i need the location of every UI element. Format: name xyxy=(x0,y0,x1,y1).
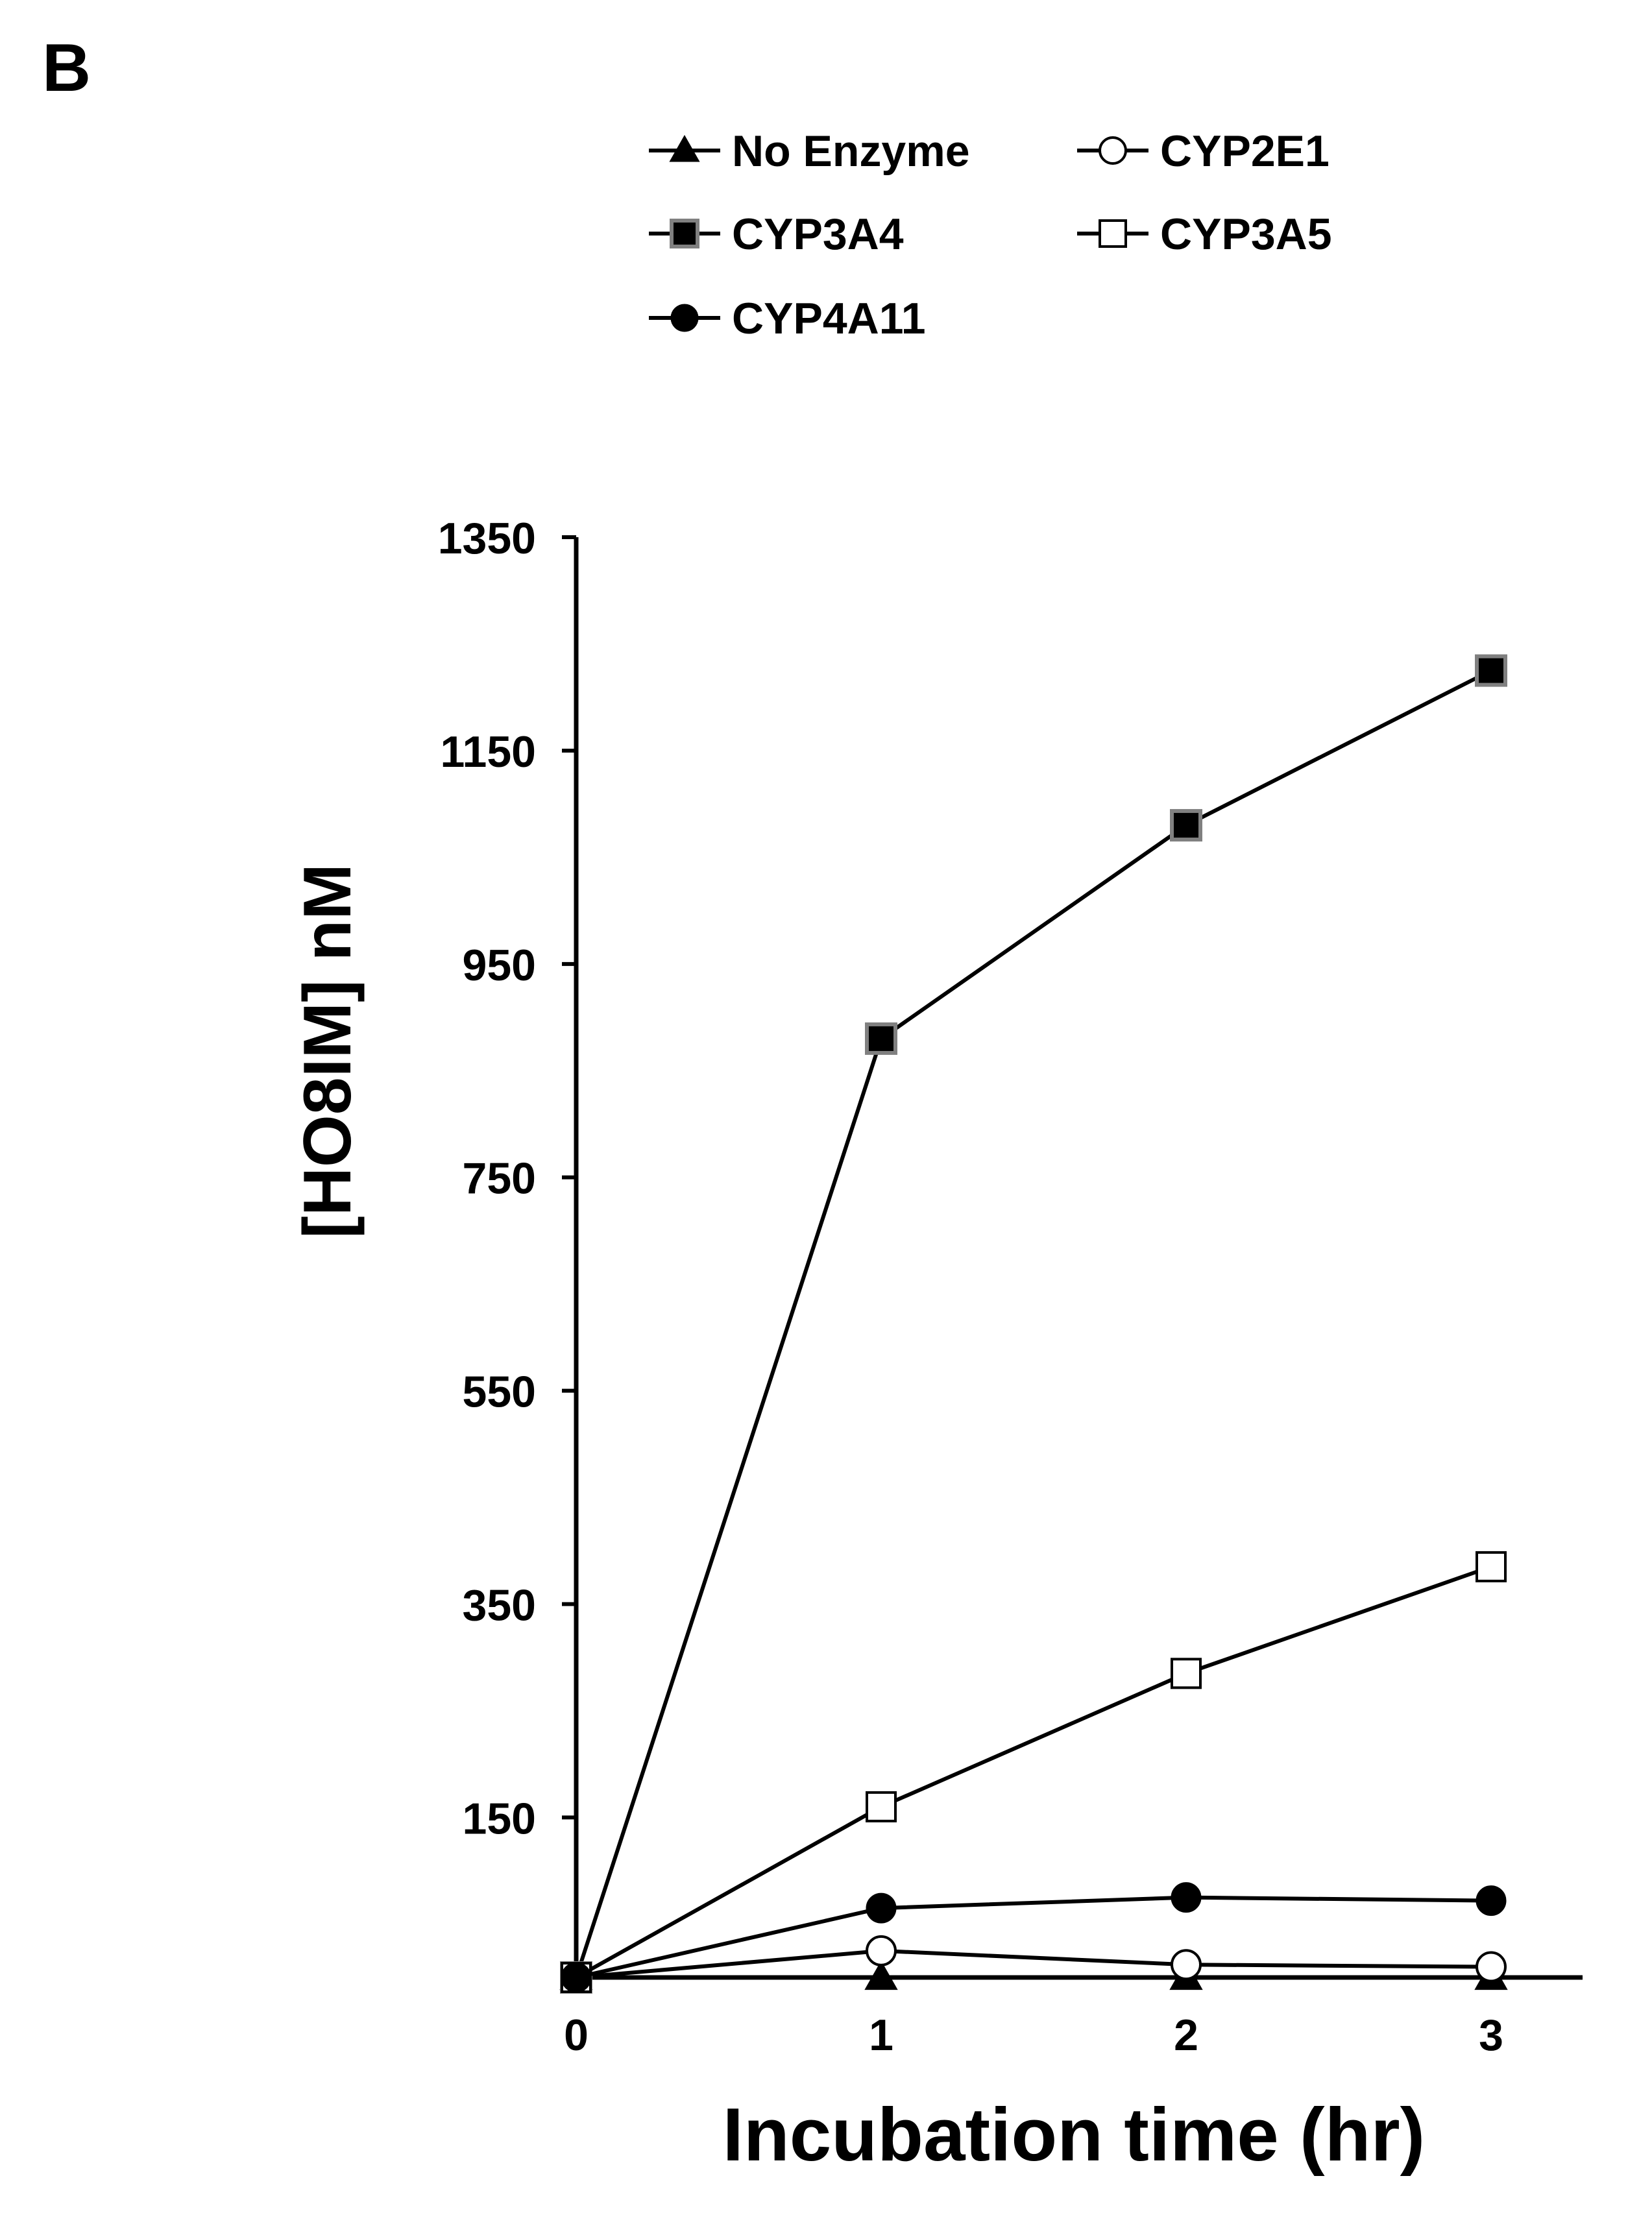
y-tick-label: 750 xyxy=(463,1154,536,1203)
data-point xyxy=(1171,1658,1202,1689)
legend-marker xyxy=(669,134,700,162)
y-tick-label: 950 xyxy=(463,941,536,990)
y-axis-ticks: 150 350 550 750 950 1150 1350 xyxy=(438,514,576,1843)
legend-label: CYP2E1 xyxy=(1160,127,1330,176)
legend-item-cyp3a5: CYP3A5 xyxy=(1077,210,1332,259)
data-point xyxy=(1476,1885,1507,1916)
legend-item-cyp2e1: CYP2E1 xyxy=(1077,127,1330,176)
legend-item-cyp3a4: CYP3A4 xyxy=(649,210,904,259)
y-tick-label: 350 xyxy=(463,1580,536,1630)
legend-label: CYP4A11 xyxy=(732,294,926,343)
legend-item-no-enzyme: No Enzyme xyxy=(649,127,970,176)
series-group xyxy=(559,654,1508,1994)
x-tick-label: 0 xyxy=(564,2011,589,2060)
legend: No Enzyme CYP2E1 CYP3A4 CYP3A5 CYP4A11 xyxy=(649,127,1332,343)
y-tick-label: 1350 xyxy=(438,514,536,563)
y-tick-label: 1150 xyxy=(440,727,536,777)
legend-label: CYP3A4 xyxy=(732,210,904,259)
legend-marker xyxy=(670,304,699,332)
series-cyp4a11 xyxy=(561,1882,1507,1993)
axes xyxy=(574,537,1583,1983)
series-cyp2e1 xyxy=(561,1935,1507,1993)
legend-marker xyxy=(1099,136,1127,165)
y-axis-label: [HO8IM] nM xyxy=(290,864,365,1239)
x-axis-label: Incubation time (hr) xyxy=(723,2092,1426,2177)
legend-label: No Enzyme xyxy=(732,127,970,176)
data-point xyxy=(1475,654,1507,687)
series-line xyxy=(574,668,1492,1978)
series-cyp3a4 xyxy=(560,654,1507,1994)
data-point xyxy=(1476,1951,1507,1983)
legend-item-cyp4a11: CYP4A11 xyxy=(649,294,926,343)
legend-label: CYP3A5 xyxy=(1160,210,1332,259)
x-tick-label: 3 xyxy=(1479,2011,1503,2060)
legend-marker xyxy=(1099,219,1127,248)
data-point xyxy=(864,1960,898,1990)
data-point xyxy=(1476,1551,1507,1582)
y-tick-label: 150 xyxy=(463,1794,536,1843)
data-point xyxy=(866,1791,897,1822)
data-point xyxy=(561,1962,592,1993)
x-tick-label: 1 xyxy=(869,2011,893,2060)
series-line xyxy=(575,1565,1492,1979)
series-cyp3a5 xyxy=(561,1551,1507,1993)
y-tick-label: 550 xyxy=(463,1368,536,1417)
series-line xyxy=(576,1895,1492,1979)
data-point xyxy=(1171,1882,1202,1913)
x-tick-label: 2 xyxy=(1174,2011,1198,2060)
x-axis-ticks: 0 1 2 3 xyxy=(564,2011,1503,2060)
series-line xyxy=(576,1948,1492,1979)
data-point xyxy=(1171,1949,1202,1981)
legend-marker xyxy=(670,219,699,248)
data-point xyxy=(866,1892,897,1924)
data-point xyxy=(866,1935,897,1966)
panel-label: B xyxy=(42,30,91,106)
data-point xyxy=(865,1022,897,1055)
data-point xyxy=(1170,809,1202,842)
